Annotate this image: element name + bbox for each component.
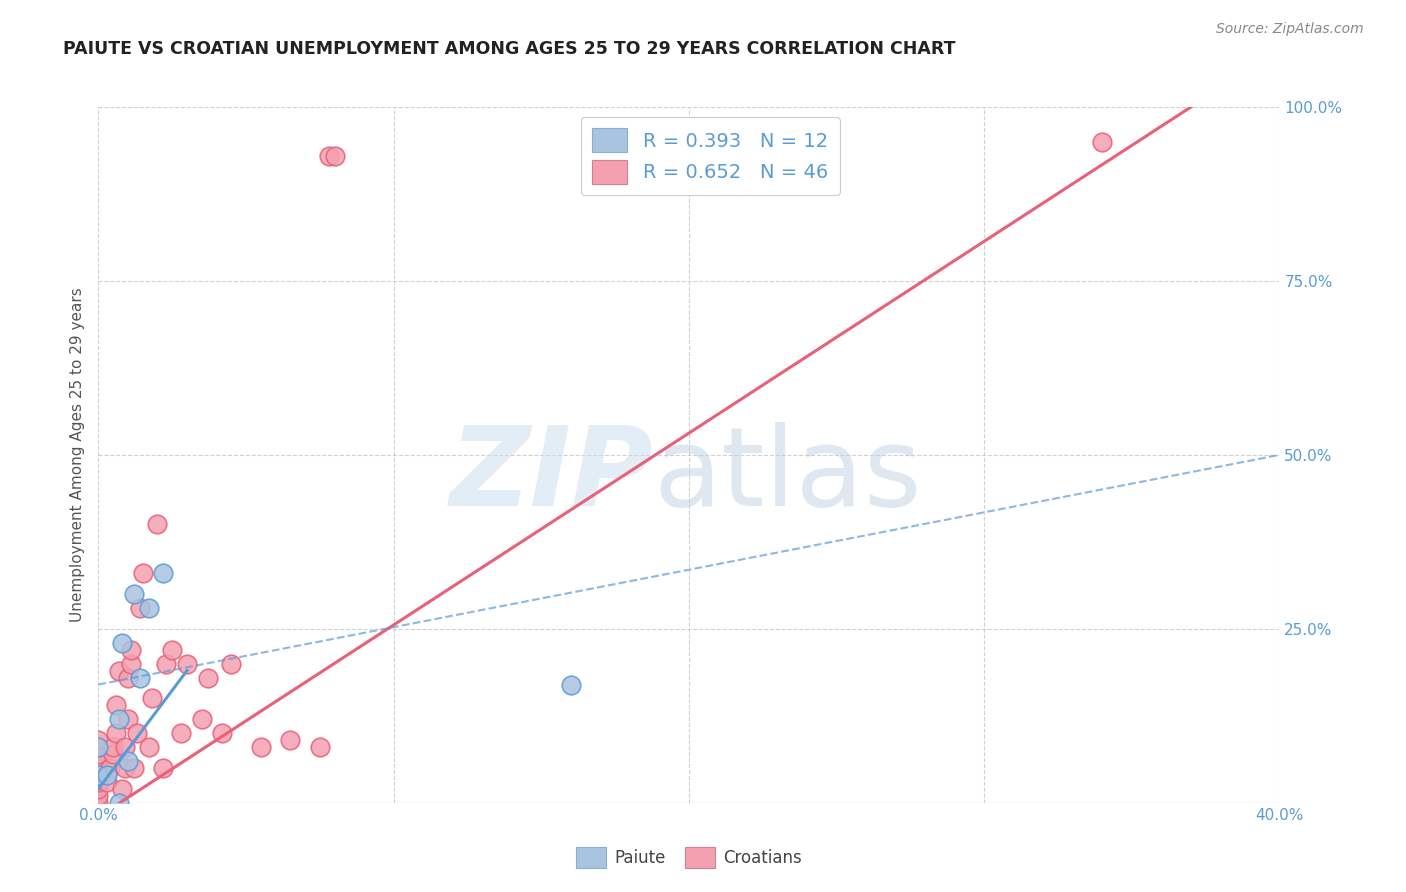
- Point: [560, 677, 582, 691]
- Point: [87, 796, 110, 810]
- Point: [108, 796, 131, 810]
- Point: [155, 657, 177, 671]
- Point: [250, 740, 273, 755]
- Point: [98, 761, 121, 775]
- Point: [176, 657, 198, 671]
- Point: [152, 566, 174, 581]
- Point: [132, 566, 155, 581]
- Point: [103, 740, 125, 755]
- Point: [87, 740, 110, 755]
- Point: [309, 740, 332, 755]
- Point: [128, 601, 150, 615]
- Point: [117, 671, 139, 685]
- Point: [87, 789, 110, 803]
- Point: [120, 642, 142, 657]
- Point: [87, 747, 110, 761]
- Point: [128, 671, 150, 685]
- Text: ZIP: ZIP: [450, 422, 654, 529]
- Point: [105, 698, 128, 713]
- Point: [111, 636, 134, 650]
- Point: [197, 671, 219, 685]
- Point: [105, 726, 128, 740]
- Point: [87, 740, 110, 755]
- Point: [96, 768, 118, 782]
- Text: atlas: atlas: [654, 422, 922, 529]
- Point: [87, 781, 110, 796]
- Text: Source: ZipAtlas.com: Source: ZipAtlas.com: [1216, 22, 1364, 37]
- Legend: Paiute, Croatians: Paiute, Croatians: [569, 841, 808, 874]
- Point: [278, 733, 302, 747]
- Point: [1091, 135, 1114, 149]
- Point: [318, 149, 340, 163]
- Point: [122, 587, 145, 601]
- Point: [138, 601, 160, 615]
- Point: [125, 726, 148, 740]
- Point: [219, 657, 242, 671]
- Point: [323, 149, 346, 163]
- Point: [114, 740, 136, 755]
- Point: [191, 712, 214, 726]
- Point: [87, 768, 110, 782]
- Point: [117, 754, 139, 768]
- Point: [146, 517, 169, 532]
- Point: [162, 642, 183, 657]
- Point: [211, 726, 233, 740]
- Point: [111, 781, 134, 796]
- Point: [108, 664, 131, 678]
- Point: [103, 747, 125, 761]
- Point: [87, 761, 110, 775]
- Point: [108, 712, 131, 726]
- Point: [96, 775, 118, 789]
- Text: PAIUTE VS CROATIAN UNEMPLOYMENT AMONG AGES 25 TO 29 YEARS CORRELATION CHART: PAIUTE VS CROATIAN UNEMPLOYMENT AMONG AG…: [63, 40, 956, 58]
- Point: [114, 761, 136, 775]
- Point: [87, 775, 110, 789]
- Point: [152, 761, 174, 775]
- Point: [87, 768, 110, 782]
- Point: [138, 740, 160, 755]
- Point: [87, 754, 110, 768]
- Point: [120, 657, 142, 671]
- Point: [122, 761, 145, 775]
- Point: [117, 712, 139, 726]
- Y-axis label: Unemployment Among Ages 25 to 29 years: Unemployment Among Ages 25 to 29 years: [70, 287, 86, 623]
- Point: [141, 691, 163, 706]
- Point: [170, 726, 193, 740]
- Point: [87, 733, 110, 747]
